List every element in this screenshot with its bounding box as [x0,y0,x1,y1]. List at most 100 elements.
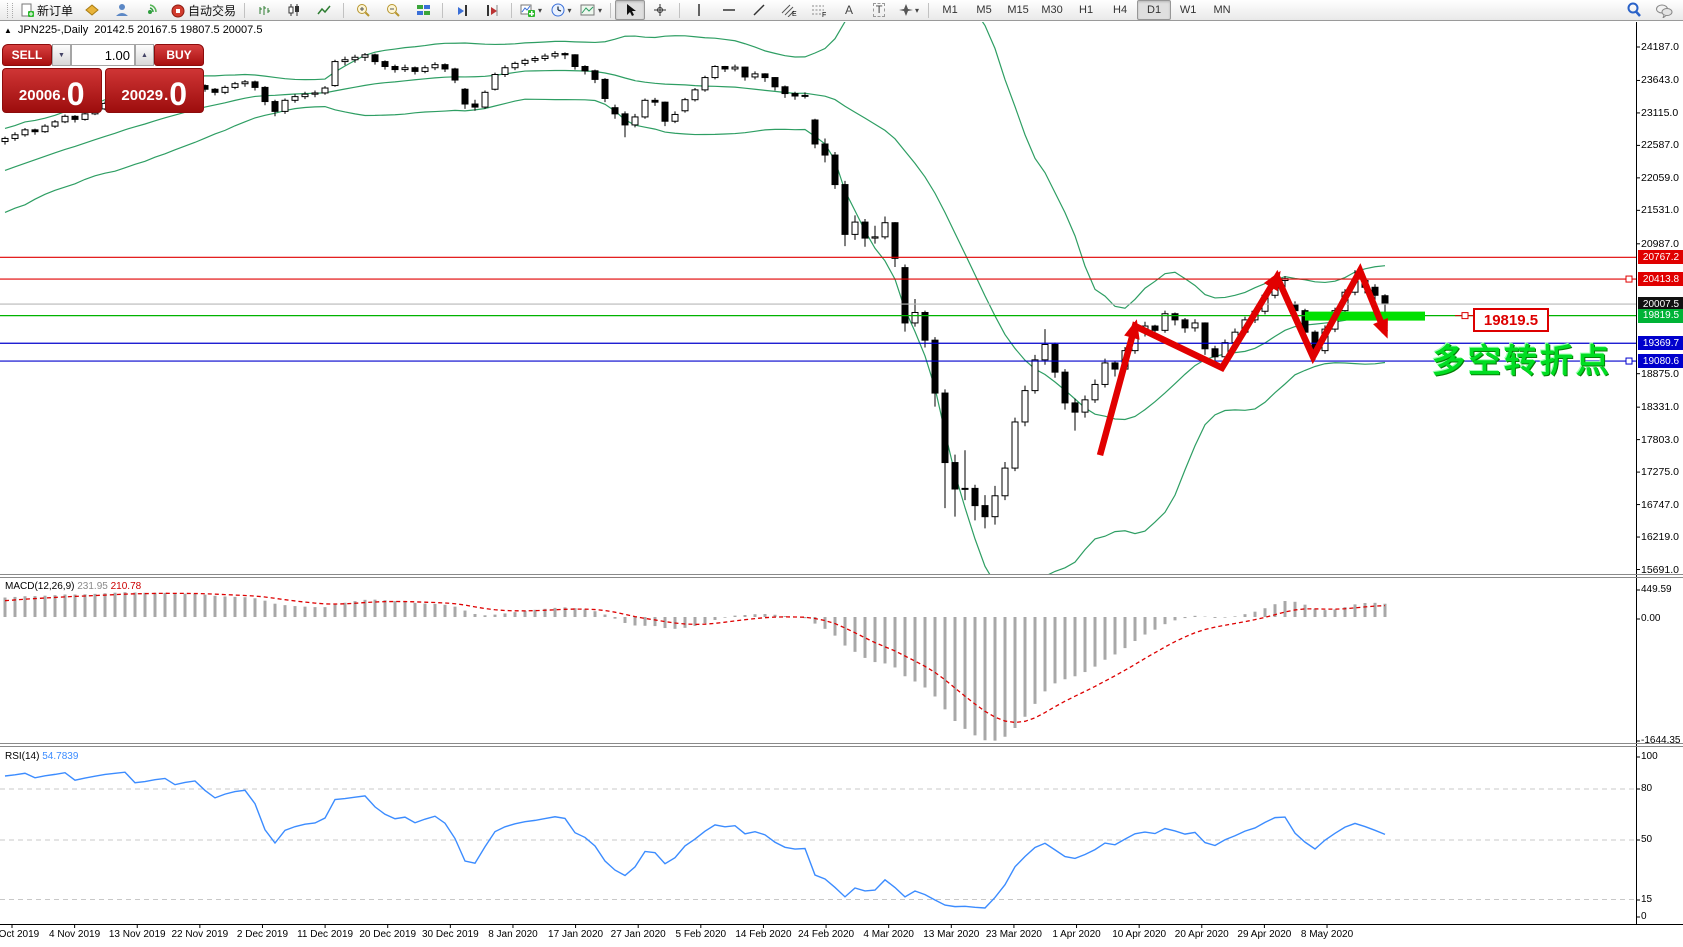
search-button[interactable] [1619,0,1649,20]
timeframe-m1[interactable]: M1 [942,4,958,16]
toolbar-separator [679,2,681,18]
new-order-label: 新订单 [37,3,74,18]
period-button[interactable]: ▾ [546,0,576,20]
timeframe-h4[interactable]: H4 [1113,4,1128,16]
collapse-arrow-icon[interactable]: ▲ [4,25,12,35]
new-chart-button[interactable]: ▾ [516,0,546,20]
price-line-label: 20413.8 [1638,272,1683,287]
macd-axis-label: 0.00 [1641,613,1661,624]
horizontal-line-tool[interactable] [714,0,744,20]
candle-body [271,101,279,112]
profile-button[interactable] [77,0,107,20]
timeframe-m30[interactable]: M30 [1041,4,1063,16]
sell-price[interactable]: 20006. 0 [2,68,102,113]
timeframe-mn[interactable]: MN [1213,4,1231,16]
chart-title: ▲ JPN225-,Daily 20142.5 20167.5 19807.5 … [4,24,262,36]
macd-label: MACD(12,26,9) 231.95 210.78 [5,581,141,592]
volume-input[interactable]: 1.00 [71,44,135,66]
zoom-out-icon [386,3,400,17]
line-chart-button[interactable] [309,0,339,20]
candle-body [611,107,619,115]
candle-body [471,103,479,108]
bar-chart-icon [259,6,271,15]
date-tick-label: 13 Nov 2019 [108,929,166,940]
candle-body [891,222,899,259]
volume-increase-button[interactable]: ▲ [135,44,154,66]
timeframe-d1[interactable]: D1 [1137,0,1172,20]
candle-body [81,113,89,120]
templates-button[interactable]: ▾ [576,0,606,20]
candle-body [491,73,499,90]
candle-body [41,125,49,133]
new-order-button[interactable]: 新订单 [16,0,77,20]
price-lines-layer[interactable] [0,256,1636,365]
timeframe-m15[interactable]: M15 [1007,4,1029,16]
candlestick-button[interactable] [279,0,309,20]
signal-button[interactable] [137,0,167,20]
toolbar-separator [610,2,612,18]
chat-button[interactable] [1649,0,1679,20]
candle-body [641,99,649,118]
text-label-tool[interactable]: T [864,0,894,20]
vertical-line-tool[interactable] [684,0,714,20]
auto-scroll-button[interactable] [447,0,477,20]
text-tool[interactable]: A [834,0,864,20]
candle-body [501,67,509,75]
macd-axis-label: 449.59 [1641,584,1672,595]
trendline-tool[interactable] [744,0,774,20]
volume-decrease-button[interactable]: ▼ [52,44,71,66]
cursor-tool-button[interactable] [615,0,646,20]
zoom-in-button[interactable] [348,0,378,20]
candle-body [71,115,79,120]
timeframe-m5[interactable]: M5 [976,4,992,16]
sell-price-main: 20006 [18,87,61,104]
candle-body [631,116,639,126]
callout-handle[interactable] [1461,312,1469,320]
price-tick-label: 23643.0 [1641,74,1679,87]
line-handle[interactable] [1625,275,1633,283]
candle-body [591,70,599,80]
toolbar: 新订单 自动交易 ▾ ▾ ▾ E F A T ▾ [0,0,1683,21]
candle-body [1181,319,1189,329]
buy-price[interactable]: 20029. 0 [104,68,204,113]
price-tick-label: 20987.0 [1641,237,1679,250]
date-tick-label: 5 Feb 2020 [675,929,727,940]
candle-body [701,77,709,91]
price-callout-label[interactable]: 19819.5 [1473,308,1549,332]
rsi-axis-label: 50 [1641,834,1653,845]
arrows-tool[interactable]: ▾ [894,0,924,20]
bar-chart-button[interactable] [249,0,279,20]
fibonacci-tool[interactable]: F [804,0,834,20]
expert-advisors-button[interactable] [107,0,137,20]
crosshair-tool-button[interactable] [645,0,675,20]
buy-button[interactable]: BUY [154,44,204,66]
candlestick-icon [288,4,300,16]
autotrading-button[interactable]: 自动交易 [167,0,240,20]
zoom-out-button[interactable] [378,0,408,20]
line-handle[interactable] [1625,357,1633,365]
timeframe-h1[interactable]: H1 [1079,4,1094,16]
tile-windows-button[interactable] [408,0,438,20]
annotations-layer[interactable] [1096,263,1473,457]
highlight-bar[interactable] [1305,311,1425,321]
date-tick-label: 25 Oct 2019 [0,929,40,940]
toolbar-grip[interactable] [7,2,13,18]
candle-body [1011,421,1019,469]
cjk-annotation-text[interactable]: 多空转折点 [1432,342,1612,379]
date-tick-label: 1 Apr 2020 [1052,929,1101,940]
candle-body [241,81,249,85]
channel-tool[interactable]: E [774,0,804,20]
horizontal-line-icon [723,9,736,11]
sell-button[interactable]: SELL [2,44,52,66]
candle-body [371,54,379,63]
text-tool-icon: A [845,3,854,17]
date-tick-label: 4 Nov 2019 [49,929,101,940]
timeframe-w1[interactable]: W1 [1179,4,1197,16]
candle-body [1151,325,1159,331]
chart-shift-button[interactable] [477,0,507,20]
candle-body [401,67,409,71]
candle-body [721,65,729,70]
date-tick-label: 11 Dec 2019 [297,929,354,940]
candle-body [651,99,659,103]
